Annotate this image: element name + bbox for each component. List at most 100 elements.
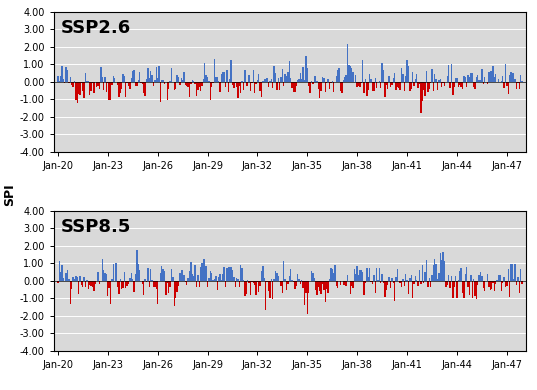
Bar xyxy=(218,277,219,281)
Bar xyxy=(315,281,316,290)
Bar xyxy=(481,277,483,281)
Bar xyxy=(275,73,276,82)
Bar xyxy=(434,74,436,82)
Bar xyxy=(250,82,251,91)
Bar xyxy=(386,82,387,85)
Bar xyxy=(429,82,430,89)
Bar xyxy=(265,78,266,82)
Bar xyxy=(219,82,221,92)
Bar xyxy=(258,74,259,82)
Bar xyxy=(426,261,427,281)
Bar xyxy=(448,275,449,281)
Bar xyxy=(117,82,118,85)
Bar xyxy=(494,77,495,82)
Bar xyxy=(122,281,124,288)
Bar xyxy=(314,76,315,82)
Bar xyxy=(110,82,111,100)
Bar xyxy=(280,77,282,82)
Bar xyxy=(107,281,108,296)
Bar xyxy=(333,273,335,281)
Bar xyxy=(498,275,499,281)
Bar xyxy=(423,281,424,283)
Bar xyxy=(505,64,506,82)
Bar xyxy=(180,270,182,281)
Bar xyxy=(163,269,164,281)
Bar xyxy=(473,82,474,87)
Bar xyxy=(474,82,476,89)
Bar xyxy=(204,259,206,281)
Bar xyxy=(458,280,459,281)
Bar xyxy=(190,82,192,83)
Bar xyxy=(77,277,78,281)
Bar xyxy=(139,72,140,82)
Bar xyxy=(121,82,122,89)
Bar xyxy=(183,275,185,281)
Bar xyxy=(394,281,395,301)
Bar xyxy=(201,82,202,86)
Bar xyxy=(319,281,321,291)
Bar xyxy=(314,278,315,281)
Bar xyxy=(193,81,194,82)
Bar xyxy=(262,266,264,281)
Bar xyxy=(239,82,240,86)
Bar xyxy=(521,81,523,82)
Bar xyxy=(341,82,343,93)
Bar xyxy=(206,74,207,82)
Bar xyxy=(488,281,490,287)
Bar xyxy=(454,82,455,87)
Bar xyxy=(359,82,361,87)
Bar xyxy=(269,281,271,298)
Bar xyxy=(440,252,441,281)
Bar xyxy=(407,60,408,82)
Bar xyxy=(390,82,391,87)
Bar xyxy=(398,82,400,88)
Bar xyxy=(355,274,357,281)
Bar xyxy=(250,281,251,294)
Bar xyxy=(285,74,286,82)
Bar xyxy=(225,82,226,87)
Bar xyxy=(86,81,88,82)
Bar xyxy=(292,280,293,281)
Bar xyxy=(422,265,423,281)
Bar xyxy=(107,82,108,83)
Bar xyxy=(194,82,196,84)
Bar xyxy=(229,267,230,281)
Bar xyxy=(519,82,520,89)
Bar xyxy=(509,75,510,82)
Bar xyxy=(255,281,257,294)
Bar xyxy=(264,79,265,82)
Bar xyxy=(308,281,309,293)
Bar xyxy=(275,271,276,281)
Bar xyxy=(125,281,126,288)
Bar xyxy=(416,280,417,281)
Bar xyxy=(419,82,420,84)
Bar xyxy=(240,265,242,281)
Bar xyxy=(172,277,173,281)
Bar xyxy=(140,281,142,282)
Bar xyxy=(459,82,460,85)
Bar xyxy=(487,274,488,281)
Bar xyxy=(189,82,190,97)
Bar xyxy=(68,82,70,83)
Bar xyxy=(283,261,285,281)
Bar xyxy=(437,82,438,90)
Bar xyxy=(218,81,219,82)
Bar xyxy=(437,279,438,281)
Bar xyxy=(510,72,512,82)
Bar xyxy=(411,275,412,281)
Bar xyxy=(497,280,498,281)
Bar xyxy=(480,80,481,82)
Bar xyxy=(226,268,228,281)
Bar xyxy=(316,281,318,294)
Bar xyxy=(266,78,268,82)
Bar xyxy=(473,279,474,281)
Bar xyxy=(381,274,383,281)
Bar xyxy=(197,275,199,281)
Bar xyxy=(477,74,478,82)
Bar xyxy=(114,78,115,82)
Bar xyxy=(318,82,319,89)
Bar xyxy=(164,271,165,281)
Bar xyxy=(239,281,240,287)
Bar xyxy=(505,281,506,287)
Bar xyxy=(118,281,120,294)
